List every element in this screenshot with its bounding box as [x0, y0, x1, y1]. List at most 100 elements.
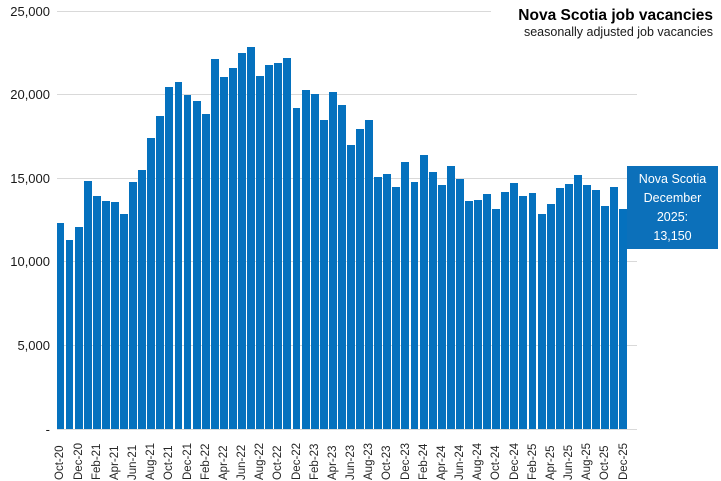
x-tick-label: Dec-25	[617, 442, 630, 480]
x-tick-label: Apr-24	[435, 445, 448, 480]
x-tick-label: Jun-23	[345, 444, 358, 480]
bar-Jan-24	[410, 181, 419, 429]
x-tick-label: Oct-21	[163, 445, 176, 480]
bar-Feb-23	[310, 93, 319, 429]
callout-line: Nova Scotia	[638, 171, 707, 186]
bar-Jul-21	[138, 169, 147, 429]
callout-line: 13,150	[653, 228, 692, 243]
chart-title: Nova Scotia job vacancies	[518, 7, 713, 24]
x-tick-label: Jun-25	[563, 444, 576, 480]
bar-Apr-24	[437, 185, 446, 429]
chart-title-block: Nova Scotia job vacancies seasonally adj…	[491, 3, 715, 42]
latest-value-callout: Nova Scotia December 2025: 13,150	[627, 166, 718, 249]
x-tick-label: Oct-24	[490, 445, 503, 480]
x-tick-label: Dec-24	[508, 442, 521, 480]
bar-May-25	[555, 187, 564, 429]
bar-Aug-21	[147, 138, 156, 429]
bar-Jun-22	[238, 52, 246, 429]
bar-Dec-22	[292, 108, 301, 429]
bar-Nov-20	[65, 239, 74, 429]
bar-Feb-22	[201, 113, 210, 429]
bar-Aug-23	[365, 119, 374, 429]
x-tick-label: Oct-25	[599, 445, 612, 480]
x-tick-label: Dec-20	[72, 442, 85, 480]
bar-Jan-21	[83, 180, 92, 429]
bar-Aug-22	[256, 76, 265, 429]
bar-Jul-23	[356, 128, 364, 429]
bar-Apr-22	[219, 76, 228, 429]
x-tick-label: Apr-22	[217, 445, 230, 480]
x-tick-label: Jun-24	[454, 444, 467, 480]
bar-Dec-23	[401, 161, 410, 429]
bar-Jul-22	[247, 46, 256, 429]
bar-Jun-23	[347, 144, 355, 429]
x-tick-label: Feb-25	[526, 443, 539, 480]
chart-subtitle: seasonally adjusted job vacancies	[523, 25, 713, 39]
x-tick-label: Jun-21	[127, 444, 140, 480]
bar-Nov-23	[392, 186, 401, 429]
x-tick-label: Aug-24	[472, 442, 485, 480]
bar-May-21	[120, 213, 128, 429]
x-tick-label: Oct-22	[272, 445, 285, 480]
bar-Jun-24	[455, 178, 464, 429]
bar-Sep-22	[265, 65, 274, 429]
bar-Jan-23	[301, 89, 310, 429]
x-tick-label: Aug-21	[145, 442, 158, 480]
bar-Jul-25	[573, 175, 582, 429]
bar-Mar-22	[210, 58, 219, 429]
bar-Oct-21	[165, 87, 174, 429]
y-tick-label: 15,000	[10, 170, 50, 186]
x-tick-label: Apr-25	[544, 445, 557, 480]
bar-Dec-24	[510, 182, 519, 429]
bar-Dec-20	[74, 227, 83, 429]
x-tick-label: Apr-23	[326, 445, 339, 480]
bar-Apr-21	[110, 202, 119, 429]
x-tick-label: Feb-21	[90, 443, 103, 480]
bar-Nov-25	[610, 186, 619, 429]
bar-Feb-24	[419, 155, 428, 429]
bar-Oct-24	[492, 208, 501, 429]
bar-May-24	[446, 166, 455, 429]
bar-Oct-23	[383, 173, 392, 429]
x-tick-label: Feb-24	[417, 443, 430, 480]
bar-Dec-21	[183, 95, 192, 429]
bar-Nov-21	[174, 82, 183, 429]
bar-Nov-22	[283, 57, 292, 429]
y-tick-label: 20,000	[10, 87, 50, 103]
bar-Jun-21	[129, 182, 138, 429]
bar-Jun-25	[564, 184, 573, 429]
bar-series	[56, 11, 628, 429]
y-tick-label: 5,000	[17, 337, 50, 353]
x-tick-label: Jun-22	[236, 444, 249, 480]
x-tick-label: Feb-23	[308, 443, 321, 480]
gridline	[57, 10, 637, 12]
bar-Oct-22	[274, 63, 283, 429]
bar-Sep-25	[592, 189, 600, 429]
gridline	[57, 94, 637, 96]
x-tick-label: Oct-20	[54, 445, 67, 480]
x-tick-label: Feb-22	[199, 443, 212, 480]
bar-Apr-25	[546, 203, 555, 429]
bar-Jan-25	[519, 196, 528, 429]
bar-Dec-25	[619, 209, 628, 429]
bar-May-22	[228, 67, 237, 429]
bar-Jul-24	[465, 201, 473, 429]
bar-Mar-25	[537, 213, 546, 429]
bar-Nov-24	[501, 192, 510, 429]
x-tick-label: Aug-25	[581, 442, 594, 480]
bar-Sep-21	[156, 115, 165, 429]
callout-line: 2025:	[656, 209, 689, 224]
bar-Feb-21	[92, 196, 101, 429]
x-tick-label: Aug-23	[363, 442, 376, 480]
x-tick-label: Apr-21	[108, 445, 121, 480]
x-tick-label: Dec-22	[290, 442, 303, 480]
x-tick-label: Dec-21	[181, 442, 194, 480]
x-tick-label: Oct-23	[381, 445, 394, 480]
bar-Feb-25	[528, 192, 537, 429]
bar-Mar-23	[319, 120, 328, 429]
bar-Aug-24	[474, 199, 482, 429]
gridline	[57, 428, 637, 430]
x-tick-label: Aug-22	[254, 442, 267, 480]
bar-Oct-20	[56, 223, 65, 429]
